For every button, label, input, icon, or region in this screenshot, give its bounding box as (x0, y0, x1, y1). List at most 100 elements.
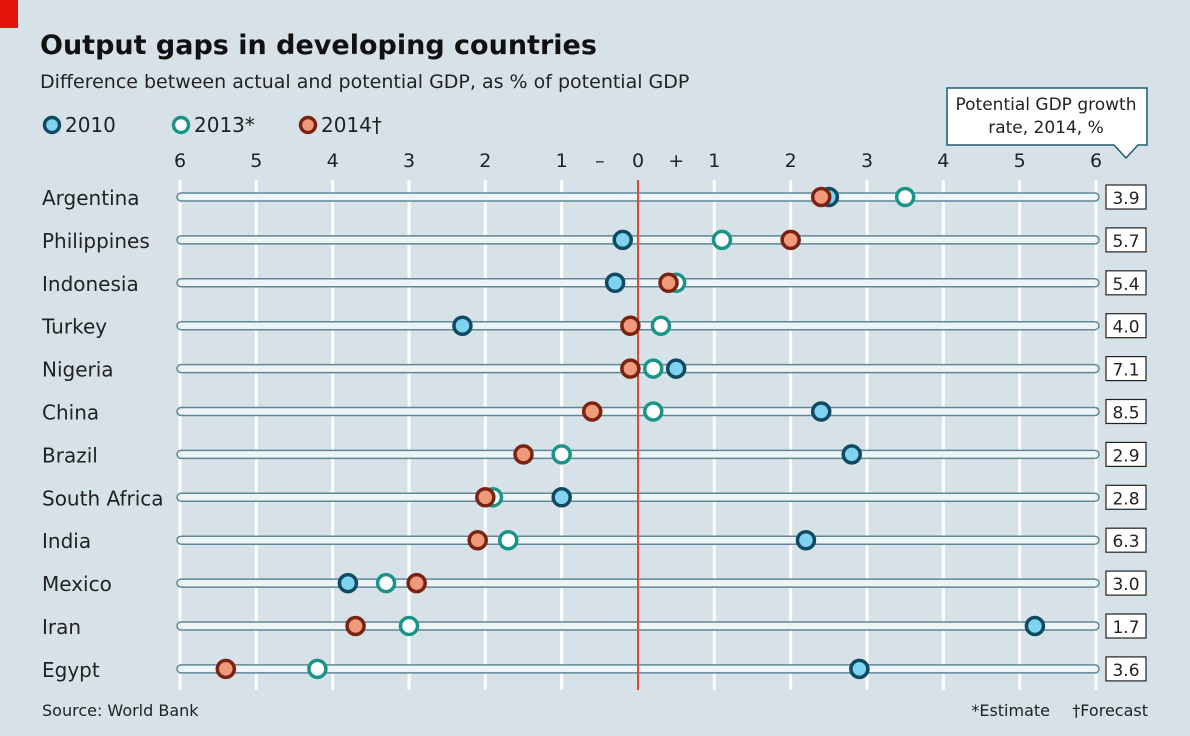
dot-2014 (345, 615, 366, 637)
dot-2014 (581, 401, 603, 422)
growth-value: 8.5 (1112, 404, 1139, 424)
dot-2013 (643, 401, 664, 422)
positive-sign-label: + (668, 150, 684, 172)
growth-value: 3.6 (1112, 661, 1139, 681)
dot-2014 (513, 444, 534, 465)
dot-2010 (665, 358, 687, 379)
dot-2010 (551, 487, 572, 508)
category-label: Turkey (41, 315, 107, 339)
dot-2013 (643, 358, 664, 379)
growth-box (1105, 613, 1147, 639)
dot-2010 (841, 444, 862, 465)
growth-box (1105, 441, 1147, 467)
dot-2014 (658, 272, 679, 294)
growth-value: 1.7 (1112, 618, 1139, 638)
category-label: India (42, 529, 91, 553)
growth-box (1105, 656, 1147, 682)
dot-2010 (604, 272, 626, 294)
dot-2013 (894, 186, 916, 208)
x-tick-label: 5 (250, 150, 262, 172)
dot-2010 (337, 572, 359, 594)
dot-2010 (795, 529, 817, 551)
source-note: Source: World Bank (42, 701, 199, 720)
x-tick-label: 3 (403, 150, 415, 172)
category-label: Indonesia (42, 272, 139, 296)
forecast-note: †Forecast (1072, 701, 1148, 720)
category-label: Nigeria (42, 358, 114, 382)
growth-box (1105, 227, 1147, 253)
growth-box (1105, 527, 1147, 553)
growth-value: 6.3 (1112, 532, 1139, 552)
category-label: Brazil (42, 443, 98, 467)
x-tick-label: 1 (556, 150, 568, 172)
growth-box (1105, 398, 1147, 425)
dot-2010 (452, 315, 473, 336)
growth-box (1105, 356, 1147, 382)
x-tick-label: 0 (632, 150, 644, 172)
growth-value: 5.4 (1112, 275, 1139, 295)
x-tick-label: 5 (1014, 150, 1026, 172)
dot-2013 (307, 658, 328, 680)
dot-2014 (620, 358, 641, 379)
growth-value: 2.9 (1112, 446, 1139, 466)
growth-box (1105, 184, 1147, 210)
estimate-note: *Estimate (971, 701, 1050, 720)
category-label: China (42, 401, 99, 425)
dot-2014 (780, 229, 801, 251)
dot-2010 (1024, 615, 1046, 637)
category-label: Iran (42, 615, 81, 639)
callout-line-2: rate, 2014, % (988, 118, 1104, 138)
x-tick-label: 6 (174, 150, 186, 172)
legend-label: 2013* (194, 113, 255, 137)
legend-marker (298, 115, 318, 135)
dot-2014 (467, 529, 488, 551)
dot-2014 (620, 315, 641, 336)
x-tick-label: 6 (1090, 150, 1102, 172)
negative-sign-label: – (595, 150, 605, 172)
growth-callout (946, 87, 1148, 160)
dot-2014 (475, 487, 496, 508)
category-label: Mexico (42, 572, 112, 596)
category-label: South Africa (42, 486, 164, 510)
dot-2013 (375, 572, 397, 594)
x-tick-label: 2 (479, 150, 491, 172)
brand-tab (0, 0, 18, 28)
category-label: Philippines (42, 229, 150, 253)
x-tick-label: 4 (327, 150, 339, 172)
growth-value: 2.8 (1112, 489, 1139, 509)
dot-2014 (406, 572, 427, 594)
legend-label: 2010 (65, 113, 116, 137)
growth-value: 3.0 (1112, 575, 1139, 595)
dot-2013 (497, 529, 519, 551)
growth-value: 3.9 (1112, 189, 1139, 209)
growth-value: 5.7 (1112, 232, 1139, 252)
chart-subtitle: Difference between actual and potential … (40, 71, 689, 93)
legend-label: 2014† (321, 113, 382, 137)
growth-box (1105, 484, 1147, 510)
dot-2010 (612, 229, 633, 251)
callout-line-1: Potential GDP growth (956, 95, 1137, 115)
legend-marker (171, 115, 191, 135)
growth-box (1105, 313, 1147, 339)
growth-box (1105, 570, 1147, 596)
dot-2013 (551, 444, 572, 465)
growth-value: 7.1 (1112, 361, 1139, 381)
dot-2013 (650, 315, 672, 336)
growth-box (1105, 270, 1147, 296)
x-tick-label: 3 (861, 150, 873, 172)
dot-2010 (810, 401, 832, 422)
x-tick-label: 4 (937, 150, 949, 172)
growth-value: 4.0 (1112, 318, 1139, 338)
dot-2014 (215, 658, 237, 680)
legend-marker (42, 115, 62, 135)
dot-2014 (810, 186, 832, 208)
dot-2013 (711, 229, 733, 251)
category-label: Egypt (42, 658, 100, 682)
x-tick-label: 2 (785, 150, 797, 172)
dot-2013 (398, 615, 420, 637)
x-tick-label: 1 (708, 150, 720, 172)
category-label: Argentina (42, 186, 140, 210)
dot-2010 (849, 658, 870, 680)
chart-title: Output gaps in developing countries (40, 30, 597, 61)
